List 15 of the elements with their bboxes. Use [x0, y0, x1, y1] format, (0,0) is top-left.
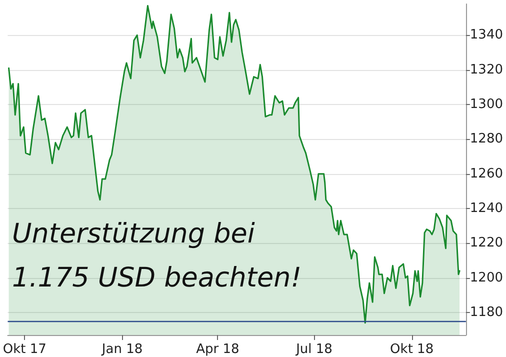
x-tick-label: Jan 18 — [100, 342, 143, 357]
y-tick-label: 1180 — [470, 304, 504, 320]
y-tick-label: 1260 — [470, 166, 504, 182]
x-tick-label: Jul 18 — [295, 342, 332, 357]
y-tick-label: 1320 — [470, 62, 504, 78]
y-tick-label: 1220 — [470, 236, 504, 251]
x-tick-label: Okt 18 — [390, 342, 434, 357]
y-tick-label: 1200 — [470, 270, 504, 286]
x-tick-label: Apr 18 — [196, 342, 240, 357]
y-tick-label: 1340 — [470, 28, 504, 43]
y-tick-label: 1300 — [470, 97, 504, 112]
x-tick-label: Okt 17 — [2, 342, 46, 357]
y-tick-label: 1280 — [470, 132, 504, 147]
y-tick-label: 1240 — [470, 200, 504, 216]
annotation: Unterstützung bei 1.175 USD beachten! — [12, 218, 302, 294]
